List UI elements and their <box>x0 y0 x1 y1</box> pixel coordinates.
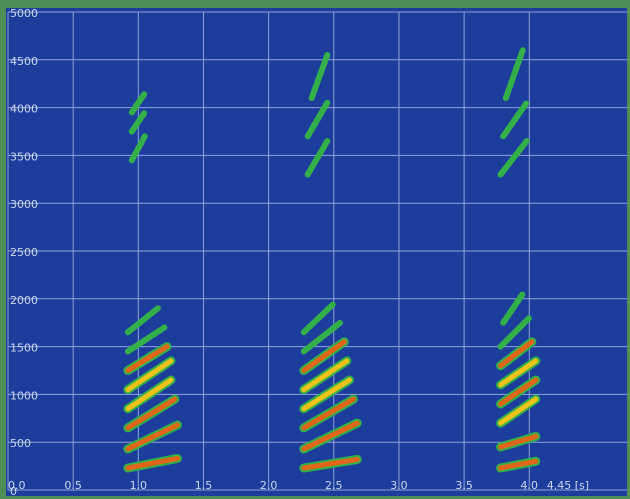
y-tick-label: 1500 <box>10 342 38 355</box>
x-tick-label: 3.5 <box>455 479 473 492</box>
y-tick-label: 500 <box>10 437 31 450</box>
x-tick-label: 2.0 <box>260 479 278 492</box>
y-tick-label: 4000 <box>10 103 38 116</box>
y-tick-label: 1000 <box>10 389 38 402</box>
y-tick-label: 3500 <box>10 150 38 163</box>
x-tick-label: 0.5 <box>64 479 82 492</box>
y-tick-label: 4500 <box>10 55 38 68</box>
x-tick-label: 0.0 <box>8 479 26 492</box>
x-tick-label: 3.0 <box>390 479 408 492</box>
x-tick-label: 4.0 <box>521 479 539 492</box>
y-tick-label: 2500 <box>10 246 38 259</box>
y-tick-label: 2000 <box>10 294 38 307</box>
y-tick-label: 5000 <box>10 7 38 20</box>
chart: 0500100015002000250030003500400045005000… <box>0 0 630 499</box>
x-tick-label: 2.5 <box>325 479 343 492</box>
x-tick-label: 1.0 <box>130 479 148 492</box>
y-tick-label: 3000 <box>10 198 38 211</box>
x-tick-label: 4.45 [s] <box>547 479 589 492</box>
x-tick-label: 1.5 <box>195 479 213 492</box>
